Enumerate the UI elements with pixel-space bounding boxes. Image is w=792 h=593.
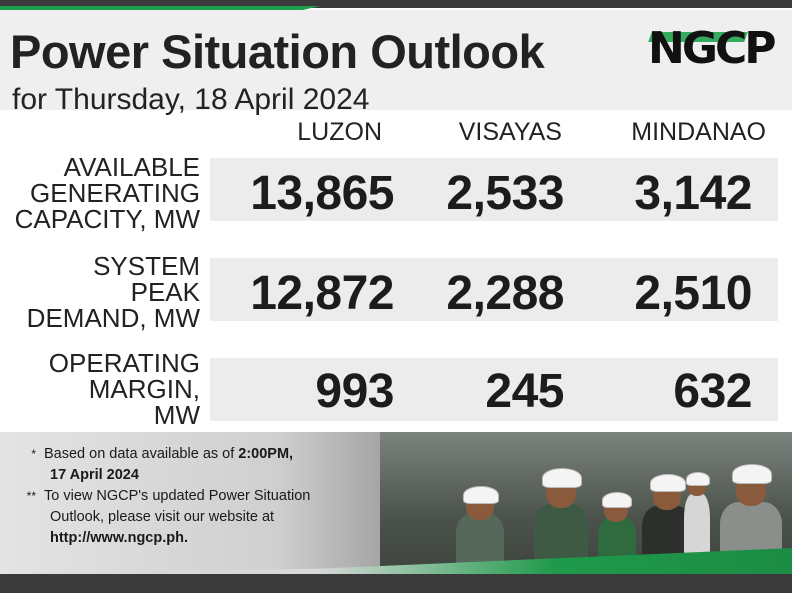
row-label-line: DEMAND, MW	[26, 303, 200, 333]
footnote-website: ** To view NGCP's updated Power Situation…	[16, 486, 311, 549]
row-label-available-capacity: AVAILABLE GENERATING CAPACITY, MW	[15, 154, 200, 232]
footnote-time: 2:00PM,	[238, 446, 294, 462]
value-visayas-capacity: 2,533	[446, 167, 564, 220]
footnote-text: To view NGCP's updated Power Situation	[44, 488, 311, 504]
row-band-peak-demand	[210, 258, 778, 321]
row-band-operating-margin	[210, 358, 778, 421]
row-label-line: AVAILABLE	[63, 152, 200, 182]
footnote-text: Based on data available as of	[44, 446, 239, 462]
ngcp-logo: NGCP	[648, 26, 782, 72]
row-label-line: PEAK	[130, 277, 200, 307]
website-link[interactable]: http://www.ngcp.ph.	[50, 530, 188, 546]
footnote-mark: **	[26, 489, 36, 503]
row-label-line: GENERATING	[30, 178, 200, 208]
column-header-mindanao: MINDANAO	[631, 118, 766, 146]
photo-band: * Based on data available as of 2:00PM, 1…	[0, 432, 792, 574]
footnote-text: Outlook, please visit our website at	[50, 509, 275, 525]
value-mindanao-demand: 2,510	[634, 267, 752, 320]
row-label-line: SYSTEM	[93, 251, 200, 281]
page-title: Power Situation Outlook	[10, 25, 545, 78]
footnote-data-source: * Based on data available as of 2:00PM, 1…	[16, 444, 293, 486]
page-subtitle: for Thursday, 18 April 2024	[12, 83, 370, 116]
bottom-bar	[0, 574, 792, 593]
row-label-peak-demand: SYSTEM PEAK DEMAND, MW	[27, 253, 200, 331]
value-mindanao-capacity: 3,142	[634, 167, 752, 220]
footnote-date: 17 April 2024	[50, 467, 139, 483]
worker-figure	[638, 462, 696, 574]
row-label-line: CAPACITY, MW	[14, 204, 200, 234]
value-visayas-margin: 245	[485, 365, 564, 418]
row-band-available-capacity	[210, 158, 778, 221]
row-label-line: MW	[153, 400, 200, 430]
top-green-accent	[0, 6, 320, 12]
row-label-line: MARGIN,	[88, 374, 200, 404]
top-bar	[0, 0, 792, 8]
footnote-mark: *	[31, 447, 36, 461]
row-label-operating-margin: OPERATING MARGIN, MW	[49, 350, 200, 428]
worker-figure	[530, 458, 592, 574]
value-visayas-demand: 2,288	[446, 267, 564, 320]
value-luzon-capacity: 13,865	[250, 167, 394, 220]
column-header-luzon: LUZON	[297, 118, 382, 146]
value-luzon-margin: 993	[315, 365, 394, 418]
worker-figure	[452, 474, 508, 574]
column-header-visayas: VISAYAS	[458, 118, 562, 146]
row-label-line: OPERATING	[48, 348, 200, 378]
value-luzon-demand: 12,872	[250, 267, 394, 320]
logo-text: NGCP	[648, 23, 776, 74]
header: Power Situation Outlook for Thursday, 18…	[0, 10, 792, 116]
value-mindanao-margin: 632	[673, 365, 752, 418]
